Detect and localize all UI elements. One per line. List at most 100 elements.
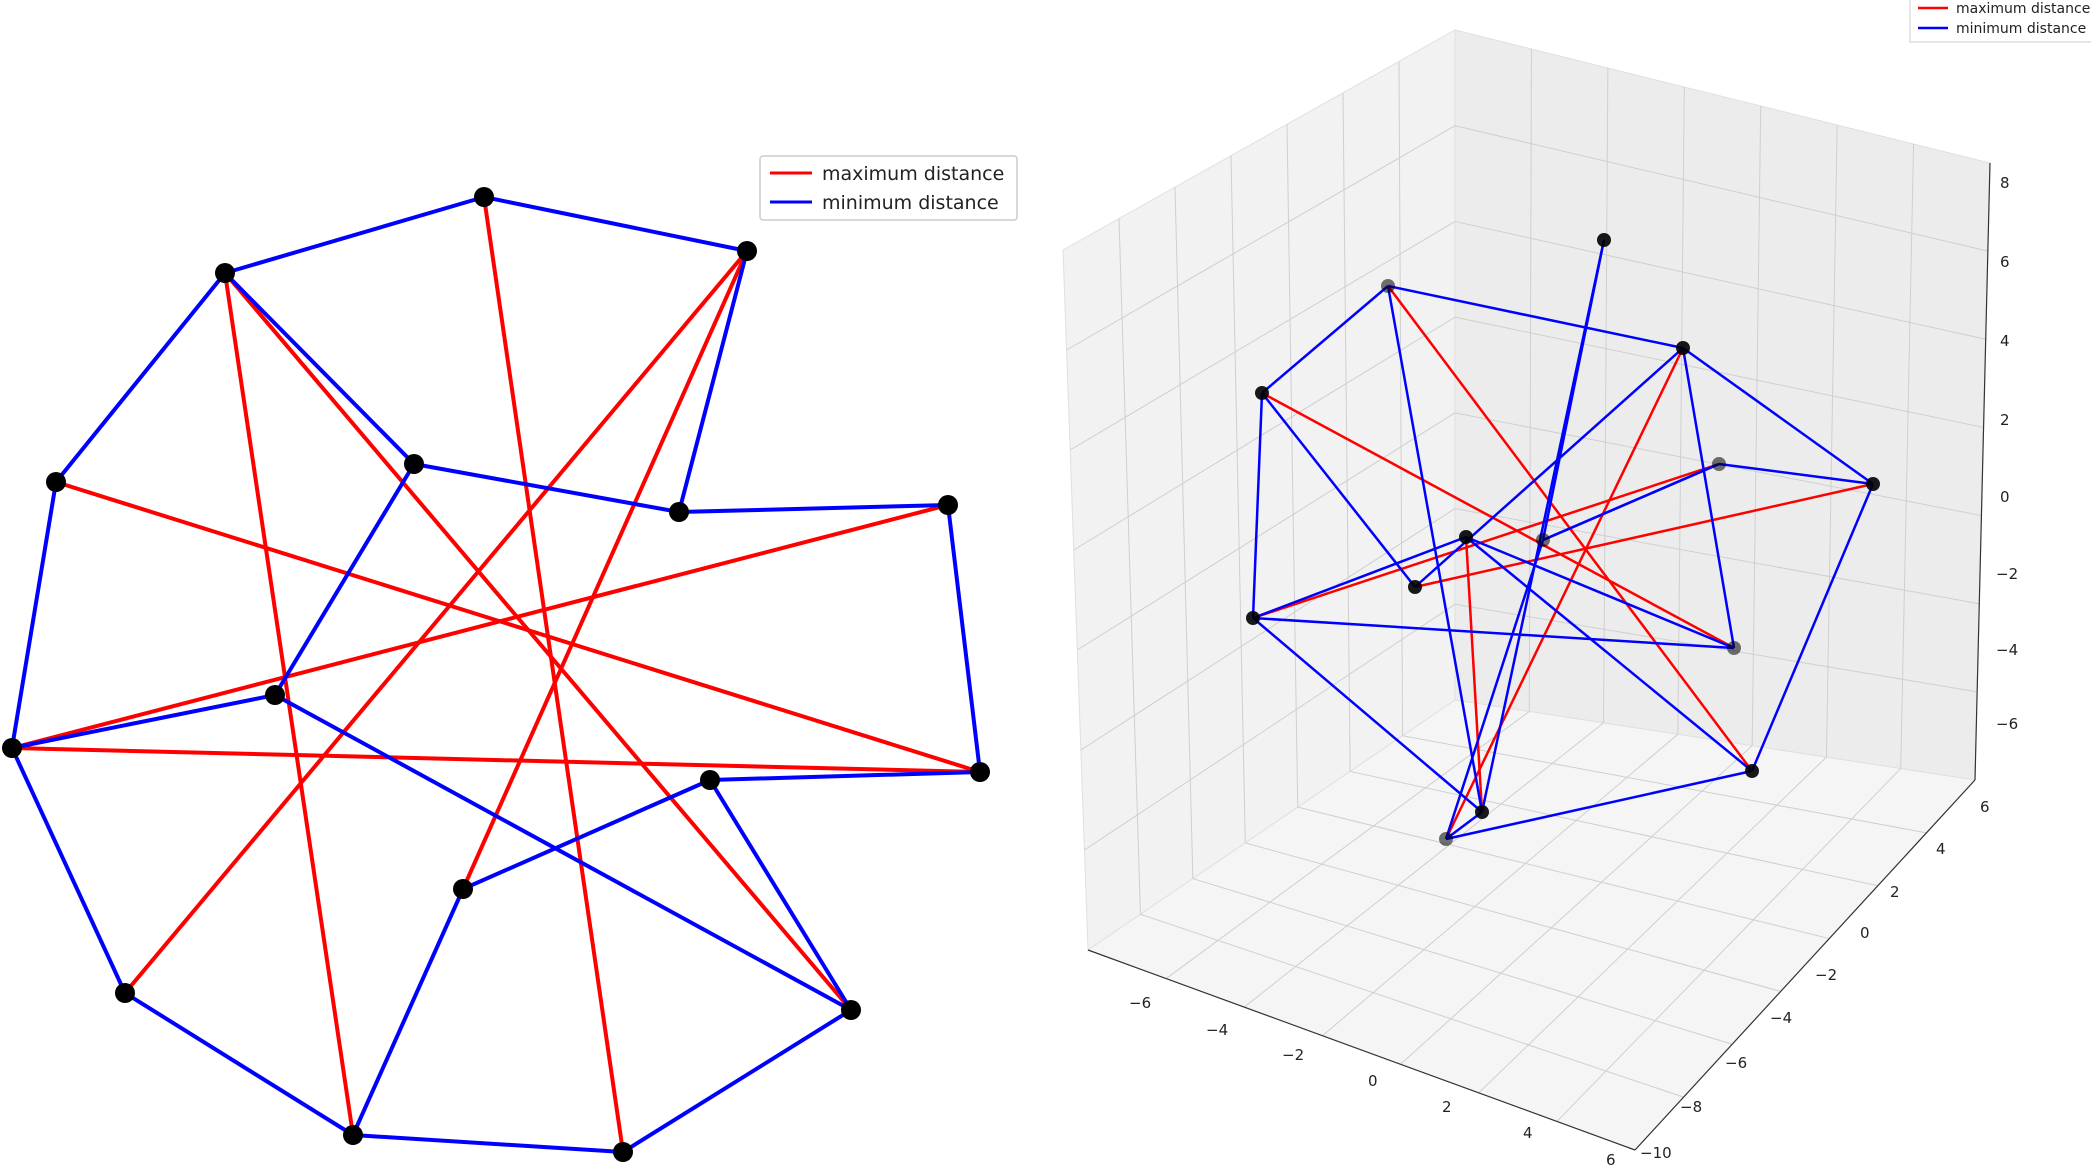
graph-node [841,1000,861,1020]
gridline [1342,92,1351,772]
max-distance-edge [461,250,749,890]
graph-node [737,241,757,261]
min-distance-edge [1465,535,1735,650]
min-distance-edge [483,195,748,253]
graph-node [1246,611,1260,625]
min-distance-edge [1445,811,1483,840]
min-distance-edge [946,504,982,773]
gridline [1400,745,1753,1065]
min-distance-edge [123,991,355,1137]
min-distance-edge [10,747,127,994]
gridline [1454,125,1988,252]
x-tick-label: −2 [1282,1046,1304,1064]
min-distance-edge [1750,483,1875,772]
gridline [1454,220,1986,340]
gridline [1825,124,1838,758]
min-distance-edge [709,770,981,782]
min-distance-edge [1251,392,1264,619]
min-distance-edge [1261,285,1389,394]
min-distance-edge [1261,392,1416,588]
x-axis-ticks: −6 −4 −2 0 2 4 6 [1129,994,1616,1166]
z-tick-label: −4 [1996,641,2018,659]
min-distance-edge [351,888,465,1136]
graph-node [404,454,424,474]
graph-node [453,879,473,899]
x-tick-label: −6 [1129,994,1151,1012]
back-pane [1454,29,1991,781]
min-distance-edge [1718,462,1874,486]
graph-node [115,983,135,1003]
gridline [1478,756,1827,1094]
left-graph-panel: maximum distance minimum distance [2,155,1018,1162]
gridline [1297,806,1830,940]
min-distance-edge [1682,346,1874,486]
graph-node [1712,457,1726,471]
y-axis-line [1634,779,1976,1151]
max-distance-edge [1414,482,1874,589]
min-distance-edge [273,462,416,697]
y-tick-label: −6 [1725,1054,1747,1072]
min-distance-edge [1252,617,1483,813]
graph-node [343,1125,363,1145]
gridline [1230,155,1246,843]
y-tick-label: −8 [1680,1098,1702,1116]
graph-node [1536,533,1550,547]
right-legend: maximum distance minimum distance [1909,0,2091,43]
graph-node [2,738,22,758]
gridline [1077,412,1456,651]
gridline [1073,316,1456,551]
graph-node [938,495,958,515]
gridline [1900,143,1915,769]
gridline [1603,67,1609,723]
min-distance-edge [1252,535,1467,620]
max-distance-edge [55,480,981,774]
graph-node [46,472,66,492]
min-distance-edge [1465,536,1753,772]
z-axis-line [1974,162,1991,781]
graph-node [1597,233,1611,247]
gridline [1192,878,1733,1045]
min-distance-edge [274,693,852,1012]
z-tick-label: 4 [2000,332,2010,350]
gridline [1398,61,1404,736]
gridline [1140,913,1684,1098]
graph-node [970,762,990,782]
graph-node [1866,477,1880,491]
gridline [1454,316,1984,428]
min-distance-edge [10,481,58,749]
gridline [1402,735,1927,834]
min-distance-edge [1681,347,1736,649]
max-distance-edge [1444,347,1685,840]
graph-node [1439,832,1453,846]
gridline [1165,711,1530,979]
gridline [1118,218,1141,915]
y-tick-label: 6 [1980,798,1990,816]
min-distance-edge [678,503,949,514]
gridline [1286,124,1299,808]
max-distance-edge [482,196,625,1153]
max-distance-edge [1464,536,1484,813]
y-tick-label: −2 [1815,966,1837,984]
y-tick-label: 2 [1890,883,1900,901]
z-tick-label: −2 [1996,565,2018,583]
min-distance-edge [1542,462,1720,542]
gridline [1322,733,1679,1037]
left-legend: maximum distance minimum distance [759,155,1018,221]
left-legend-max-label: maximum distance [822,163,1004,185]
x-tick-label: 4 [1523,1124,1533,1142]
min-distance-edge [621,1008,853,1154]
left-legend-min-label: minimum distance [822,192,999,214]
max-distance-edge [123,249,749,995]
left-legend-box [759,155,1018,221]
min-distance-edge [1444,539,1545,840]
max-distance-edge [11,746,981,774]
min-distance-edge [54,271,227,484]
min-distance-edge [1252,616,1735,650]
gridline [1350,770,1878,887]
min-distance-edge [224,195,485,275]
x-tick-label: 2 [1442,1098,1452,1116]
gridline [1751,105,1762,746]
gridline [1245,842,1781,992]
x-tick-label: 0 [1368,1072,1378,1090]
